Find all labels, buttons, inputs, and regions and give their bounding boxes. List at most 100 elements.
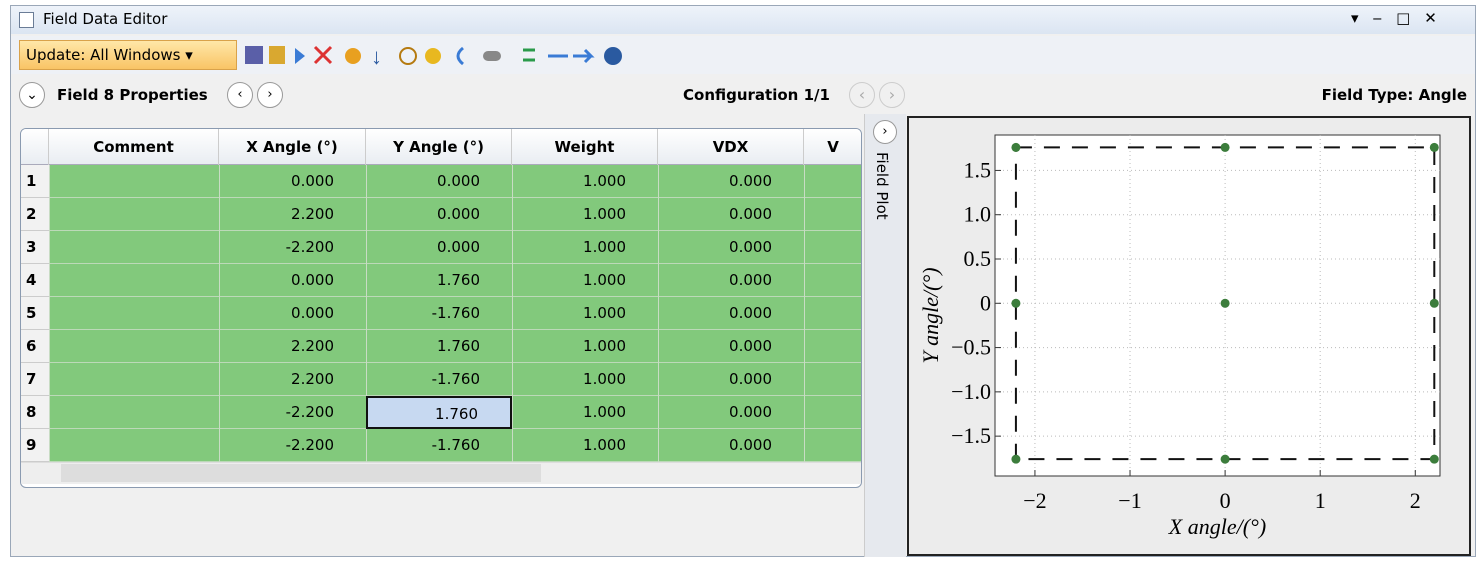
cell-divider [219,363,220,396]
column-header[interactable]: VDX [658,129,804,165]
column-header[interactable]: V [804,129,861,165]
side-tab-label[interactable]: Field Plot [873,152,891,220]
prev-button[interactable]: ‹ [227,82,253,108]
cell[interactable]: 1.000 [583,370,626,388]
selected-cell[interactable]: 1.760 [366,396,512,429]
cell-divider [49,363,50,396]
expand-button[interactable]: › [873,120,897,144]
column-header[interactable]: Comment [49,129,219,165]
cell-divider [49,198,50,231]
cell[interactable]: -2.200 [285,403,334,421]
cell[interactable]: 0.000 [729,172,772,190]
cell[interactable]: 0.000 [729,271,772,289]
cell[interactable]: 0.000 [729,205,772,223]
cell[interactable]: 1.760 [437,271,480,289]
column-header[interactable]: X Angle (°) [219,129,366,165]
row-header: 9 [21,429,49,462]
row-header: 7 [21,363,49,396]
cell[interactable]: -2.200 [285,436,334,454]
cell[interactable]: 0.000 [291,304,334,322]
configuration-label: Configuration 1/1 [683,86,830,104]
row-background [49,231,861,264]
cell[interactable]: 1.000 [583,403,626,421]
cell-divider [49,429,50,462]
app-icon [19,12,34,28]
cell-divider [49,396,50,429]
cell[interactable]: 1.760 [437,337,480,355]
y-tick-label: 1.0 [964,202,992,227]
cell[interactable]: 0.000 [437,205,480,223]
x-tick-label: 2 [1410,488,1421,513]
cell-divider [804,363,805,396]
cell[interactable]: 0.000 [437,238,480,256]
cell[interactable]: 0.000 [729,370,772,388]
cell[interactable]: -2.200 [285,238,334,256]
config-prev[interactable]: ‹ [849,82,875,108]
y-tick-label: 0.5 [964,246,992,271]
row-header: 5 [21,297,49,330]
header-bar: ⌄ Field 8 Properties ‹ › Configuration 1… [11,78,1475,112]
cell[interactable]: 1.000 [583,172,626,190]
cell-divider [49,231,50,264]
x-tick-label: 1 [1315,488,1326,513]
cell[interactable]: 0.000 [437,172,480,190]
cell-divider [49,330,50,363]
cell-divider [658,165,659,198]
scroll-thumb[interactable] [61,464,541,482]
update-button[interactable]: Update: All Windows ▾ [19,40,237,70]
field-label: Field 8 Properties [57,86,208,104]
cell[interactable]: 0.000 [729,337,772,355]
cell-divider [512,165,513,198]
row-background [49,363,861,396]
cell[interactable]: 1.000 [583,238,626,256]
cell[interactable]: 0.000 [729,304,772,322]
cell-divider [512,330,513,363]
cell-divider [366,297,367,330]
window-controls[interactable]: ▾‒□✕ [1351,9,1451,27]
point [1011,454,1021,464]
cell-divider [658,264,659,297]
cell[interactable]: -1.760 [431,304,480,322]
window-title: Field Data Editor [43,10,168,28]
cell-divider [804,165,805,198]
cell-divider [512,429,513,462]
row-header: 3 [21,231,49,264]
next-button[interactable]: › [257,82,283,108]
cell[interactable]: -1.760 [431,370,480,388]
cell[interactable]: 2.200 [291,337,334,355]
cell[interactable]: 2.200 [291,205,334,223]
cell-divider [658,330,659,363]
cell-divider [804,198,805,231]
cell[interactable]: 0.000 [729,238,772,256]
cell-divider [512,198,513,231]
row-header: 4 [21,264,49,297]
cell-divider [804,330,805,363]
cell-divider [219,165,220,198]
column-header[interactable]: Weight [512,129,658,165]
x-tick-label: −1 [1118,488,1141,513]
cell[interactable]: 0.000 [729,436,772,454]
cell[interactable]: 1.000 [583,304,626,322]
collapse-button[interactable]: ⌄ [19,82,45,108]
config-next[interactable]: › [879,82,905,108]
point [1011,142,1021,152]
cell[interactable]: 1.000 [583,436,626,454]
cell[interactable]: 1.000 [583,271,626,289]
cell[interactable]: 1.000 [583,205,626,223]
cell[interactable]: -1.760 [431,436,480,454]
cell[interactable]: 2.200 [291,370,334,388]
cell-divider [366,165,367,198]
cell-divider [219,198,220,231]
cell-divider [658,198,659,231]
row-header: 6 [21,330,49,363]
cell[interactable]: 0.000 [729,403,772,421]
field-type-label: Field Type: Angle [1321,86,1467,104]
point [1429,454,1439,464]
toolbar-icons: ↓ [245,44,622,69]
column-header[interactable]: Y Angle (°) [366,129,512,165]
cell[interactable]: 0.000 [291,271,334,289]
cell[interactable]: 0.000 [291,172,334,190]
cell-divider [512,231,513,264]
cell[interactable]: 1.000 [583,337,626,355]
